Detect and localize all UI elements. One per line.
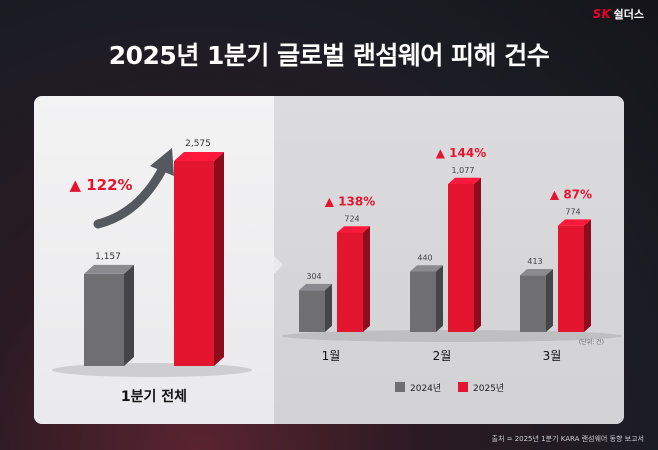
bar-q1-2025 xyxy=(174,152,224,366)
category-label-3: 3월 xyxy=(543,349,562,363)
category-label-q1: 1분기 전체 xyxy=(121,388,187,405)
monthly-floor-shadow xyxy=(282,330,622,342)
bar-2024-1 xyxy=(299,283,332,332)
value-label-2025-1: 724 xyxy=(344,215,359,224)
category-label-1: 1월 xyxy=(322,349,341,363)
growth-label-3: ▲ 87% xyxy=(550,188,592,202)
growth-label-1: ▲ 138% xyxy=(325,195,375,209)
value-label-2025-3: 774 xyxy=(565,208,580,217)
value-label-2024-1: 304 xyxy=(306,272,321,281)
bar-2024-3 xyxy=(520,268,553,332)
bar-floor-shadow xyxy=(52,363,252,377)
divider-arrow-icon xyxy=(274,256,283,274)
unit-label: (단위: 건) xyxy=(579,338,604,346)
growth-arrow-icon xyxy=(93,165,167,229)
bar-2024-2 xyxy=(410,265,443,332)
legend-swatch-2025 xyxy=(458,382,468,392)
quarter-total-panel xyxy=(34,96,274,424)
bar-2025-1 xyxy=(337,226,370,332)
legend-label-2024: 2024년 xyxy=(410,383,441,394)
bar-q1-2024 xyxy=(84,264,134,366)
source-note: 출처 = 2025년 1분기 KARA 랜섬웨어 동향 보고서 xyxy=(491,435,645,443)
value-label-q1-2025: 2,575 xyxy=(185,139,211,149)
bar-2025-3 xyxy=(558,219,591,332)
legend-label-2025: 2025년 xyxy=(473,383,504,394)
chart-panel: 1,157 2,575 ▲ 122% 1분기 전체 304 724 ▲ 138% 1월 440 1… xyxy=(34,96,624,424)
brand-sk: SK xyxy=(592,7,611,21)
growth-label-2: ▲ 144% xyxy=(436,146,486,160)
brand-name: 쉴더스 xyxy=(613,8,644,21)
growth-arrowhead-icon xyxy=(150,148,174,176)
category-label-2: 2월 xyxy=(433,349,452,363)
page-title: 2025년 1분기 글로벌 랜섬웨어 피해 건수 xyxy=(108,41,550,70)
brand-logo: SK 쉴더스 xyxy=(593,6,644,22)
legend-swatch-2024 xyxy=(395,382,405,392)
value-label-2024-2: 440 xyxy=(417,254,432,263)
value-label-2025-2: 1,077 xyxy=(452,166,475,175)
growth-label-q1: ▲ 122% xyxy=(69,176,132,194)
ransomware-bar-chart: 1,157 2,575 ▲ 122% 1분기 전체 304 724 ▲ 138% 1월 440 1… xyxy=(52,139,622,405)
value-label-q1-2024: 1,157 xyxy=(95,252,121,262)
bar-2025-2 xyxy=(448,177,481,332)
value-label-2024-3: 413 xyxy=(527,257,542,266)
